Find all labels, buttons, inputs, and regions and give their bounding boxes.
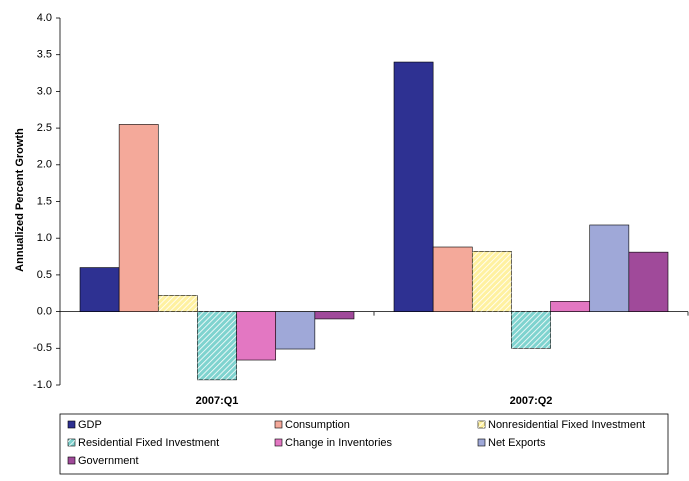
y-tick-label: 1.5: [37, 195, 52, 207]
y-axis-title: Annualized Percent Growth: [14, 128, 26, 272]
bar: [550, 301, 591, 312]
legend-label: Residential Fixed Investment: [78, 437, 219, 449]
legend-swatch-hatch: [478, 421, 485, 428]
y-tick-label: -1.0: [33, 379, 52, 391]
legend-swatch: [67, 420, 76, 429]
legend-label: Net Exports: [488, 437, 546, 449]
bar-hatch: [472, 251, 512, 312]
legend-swatch: [274, 438, 283, 447]
legend-swatch: [67, 456, 76, 465]
legend-label: Change in Inventories: [285, 437, 393, 449]
bar: [118, 124, 159, 312]
bar: [628, 251, 669, 312]
bar: [236, 311, 277, 361]
y-tick-label: 2.5: [37, 122, 52, 134]
y-tick-label: 3.0: [37, 85, 52, 97]
bar-hatch: [197, 311, 237, 380]
bar: [393, 61, 434, 312]
x-tick-label: 2007:Q1: [196, 395, 239, 407]
legend-label: Nonresidential Fixed Investment: [488, 419, 645, 431]
y-tick-label: 2.0: [37, 159, 52, 171]
y-tick-label: -0.5: [33, 342, 52, 354]
bar: [432, 246, 473, 312]
bar: [79, 267, 120, 312]
bar: [275, 311, 316, 350]
y-tick-label: 3.5: [37, 49, 52, 61]
bar-hatch: [158, 295, 198, 312]
bar-hatch: [511, 311, 551, 349]
legend-box: [59, 413, 669, 475]
y-tick-label: 1.0: [37, 232, 52, 244]
bar: [589, 224, 630, 312]
bar: [314, 311, 355, 320]
x-tick-label: 2007:Q2: [510, 395, 553, 407]
legend-swatch: [477, 438, 486, 447]
y-tick-label: 4.0: [37, 12, 52, 24]
y-tick-label: 0.5: [37, 269, 52, 281]
legend-swatch: [274, 420, 283, 429]
y-tick-label: 0.0: [37, 306, 52, 318]
legend-swatch-hatch: [68, 439, 75, 446]
legend-label: Government: [78, 455, 139, 467]
legend-label: Consumption: [285, 419, 350, 431]
legend-label: GDP: [78, 419, 102, 431]
